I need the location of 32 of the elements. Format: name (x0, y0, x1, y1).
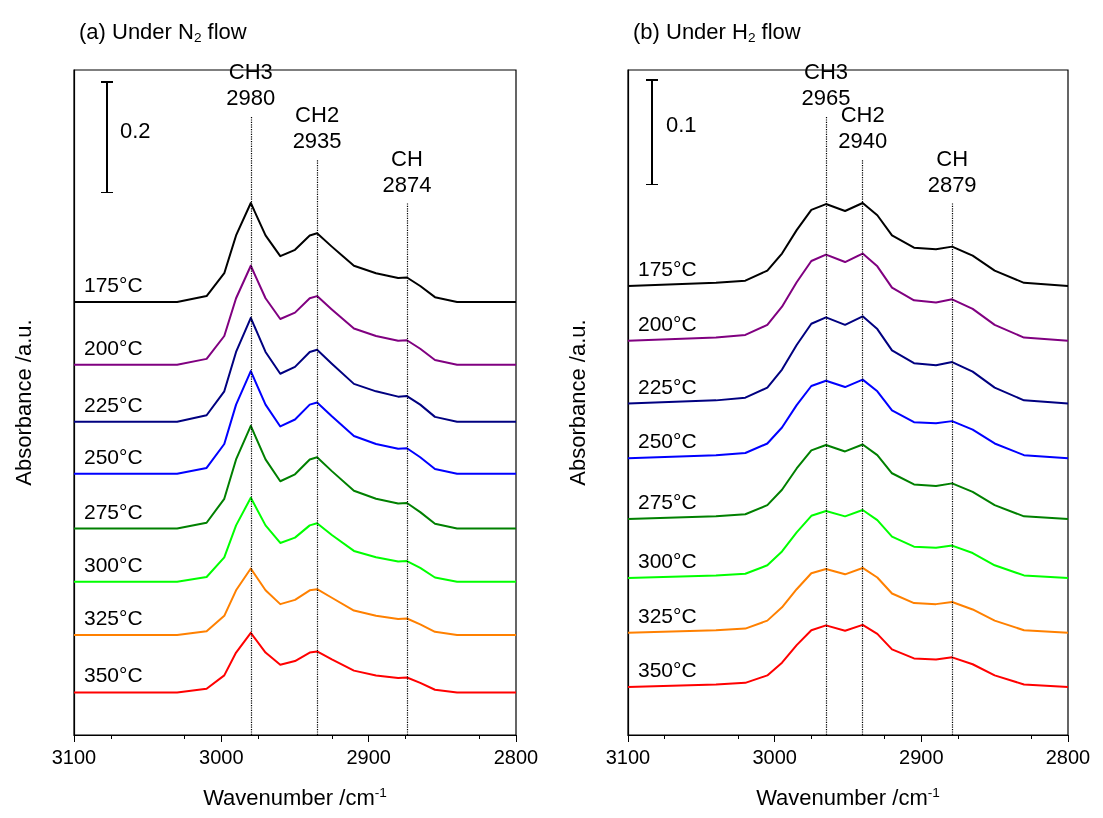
x-tick-label: 2800 (493, 746, 539, 768)
series-label: 175°C (638, 256, 697, 280)
x-tick-label: 2900 (899, 746, 944, 768)
ref-line-label: CH3 2980 (226, 59, 276, 111)
x-tick-label: 3100 (51, 746, 97, 768)
series-label: 350°C (638, 658, 697, 682)
series-label: 275°C (638, 490, 697, 514)
series-label: 325°C (638, 603, 697, 627)
x-tick-label: 3100 (605, 746, 651, 768)
series-label: 200°C (84, 335, 143, 359)
text: 0.2 (120, 118, 151, 144)
series-label: 225°C (84, 392, 143, 416)
series-label: 250°C (638, 429, 697, 453)
ref-line-label: CH2 2935 (292, 102, 342, 154)
series-label: 300°C (638, 549, 697, 573)
x-tick-label: 3000 (752, 746, 797, 768)
y-axis-title: Absorbance /a.u. (564, 319, 590, 486)
ref-line-label: CH 2874 (382, 145, 432, 197)
series-label: 200°C (638, 311, 697, 335)
series-label: 300°C (84, 552, 143, 576)
text: 0.1 (666, 112, 697, 138)
series-label: 225°C (638, 374, 697, 398)
series-label: 350°C (84, 663, 143, 687)
x-tick-label: 2800 (1045, 746, 1091, 768)
x-tick-label: 2900 (346, 746, 391, 768)
y-axis-title: Absorbance /a.u. (10, 319, 36, 486)
series-label: 325°C (84, 605, 143, 629)
series-label: 275°C (84, 499, 143, 523)
ref-line-label: CH 2879 (927, 145, 977, 197)
series-label: 250°C (84, 444, 143, 468)
x-tick-label: 3000 (199, 746, 244, 768)
series-label: 175°C (84, 272, 143, 296)
